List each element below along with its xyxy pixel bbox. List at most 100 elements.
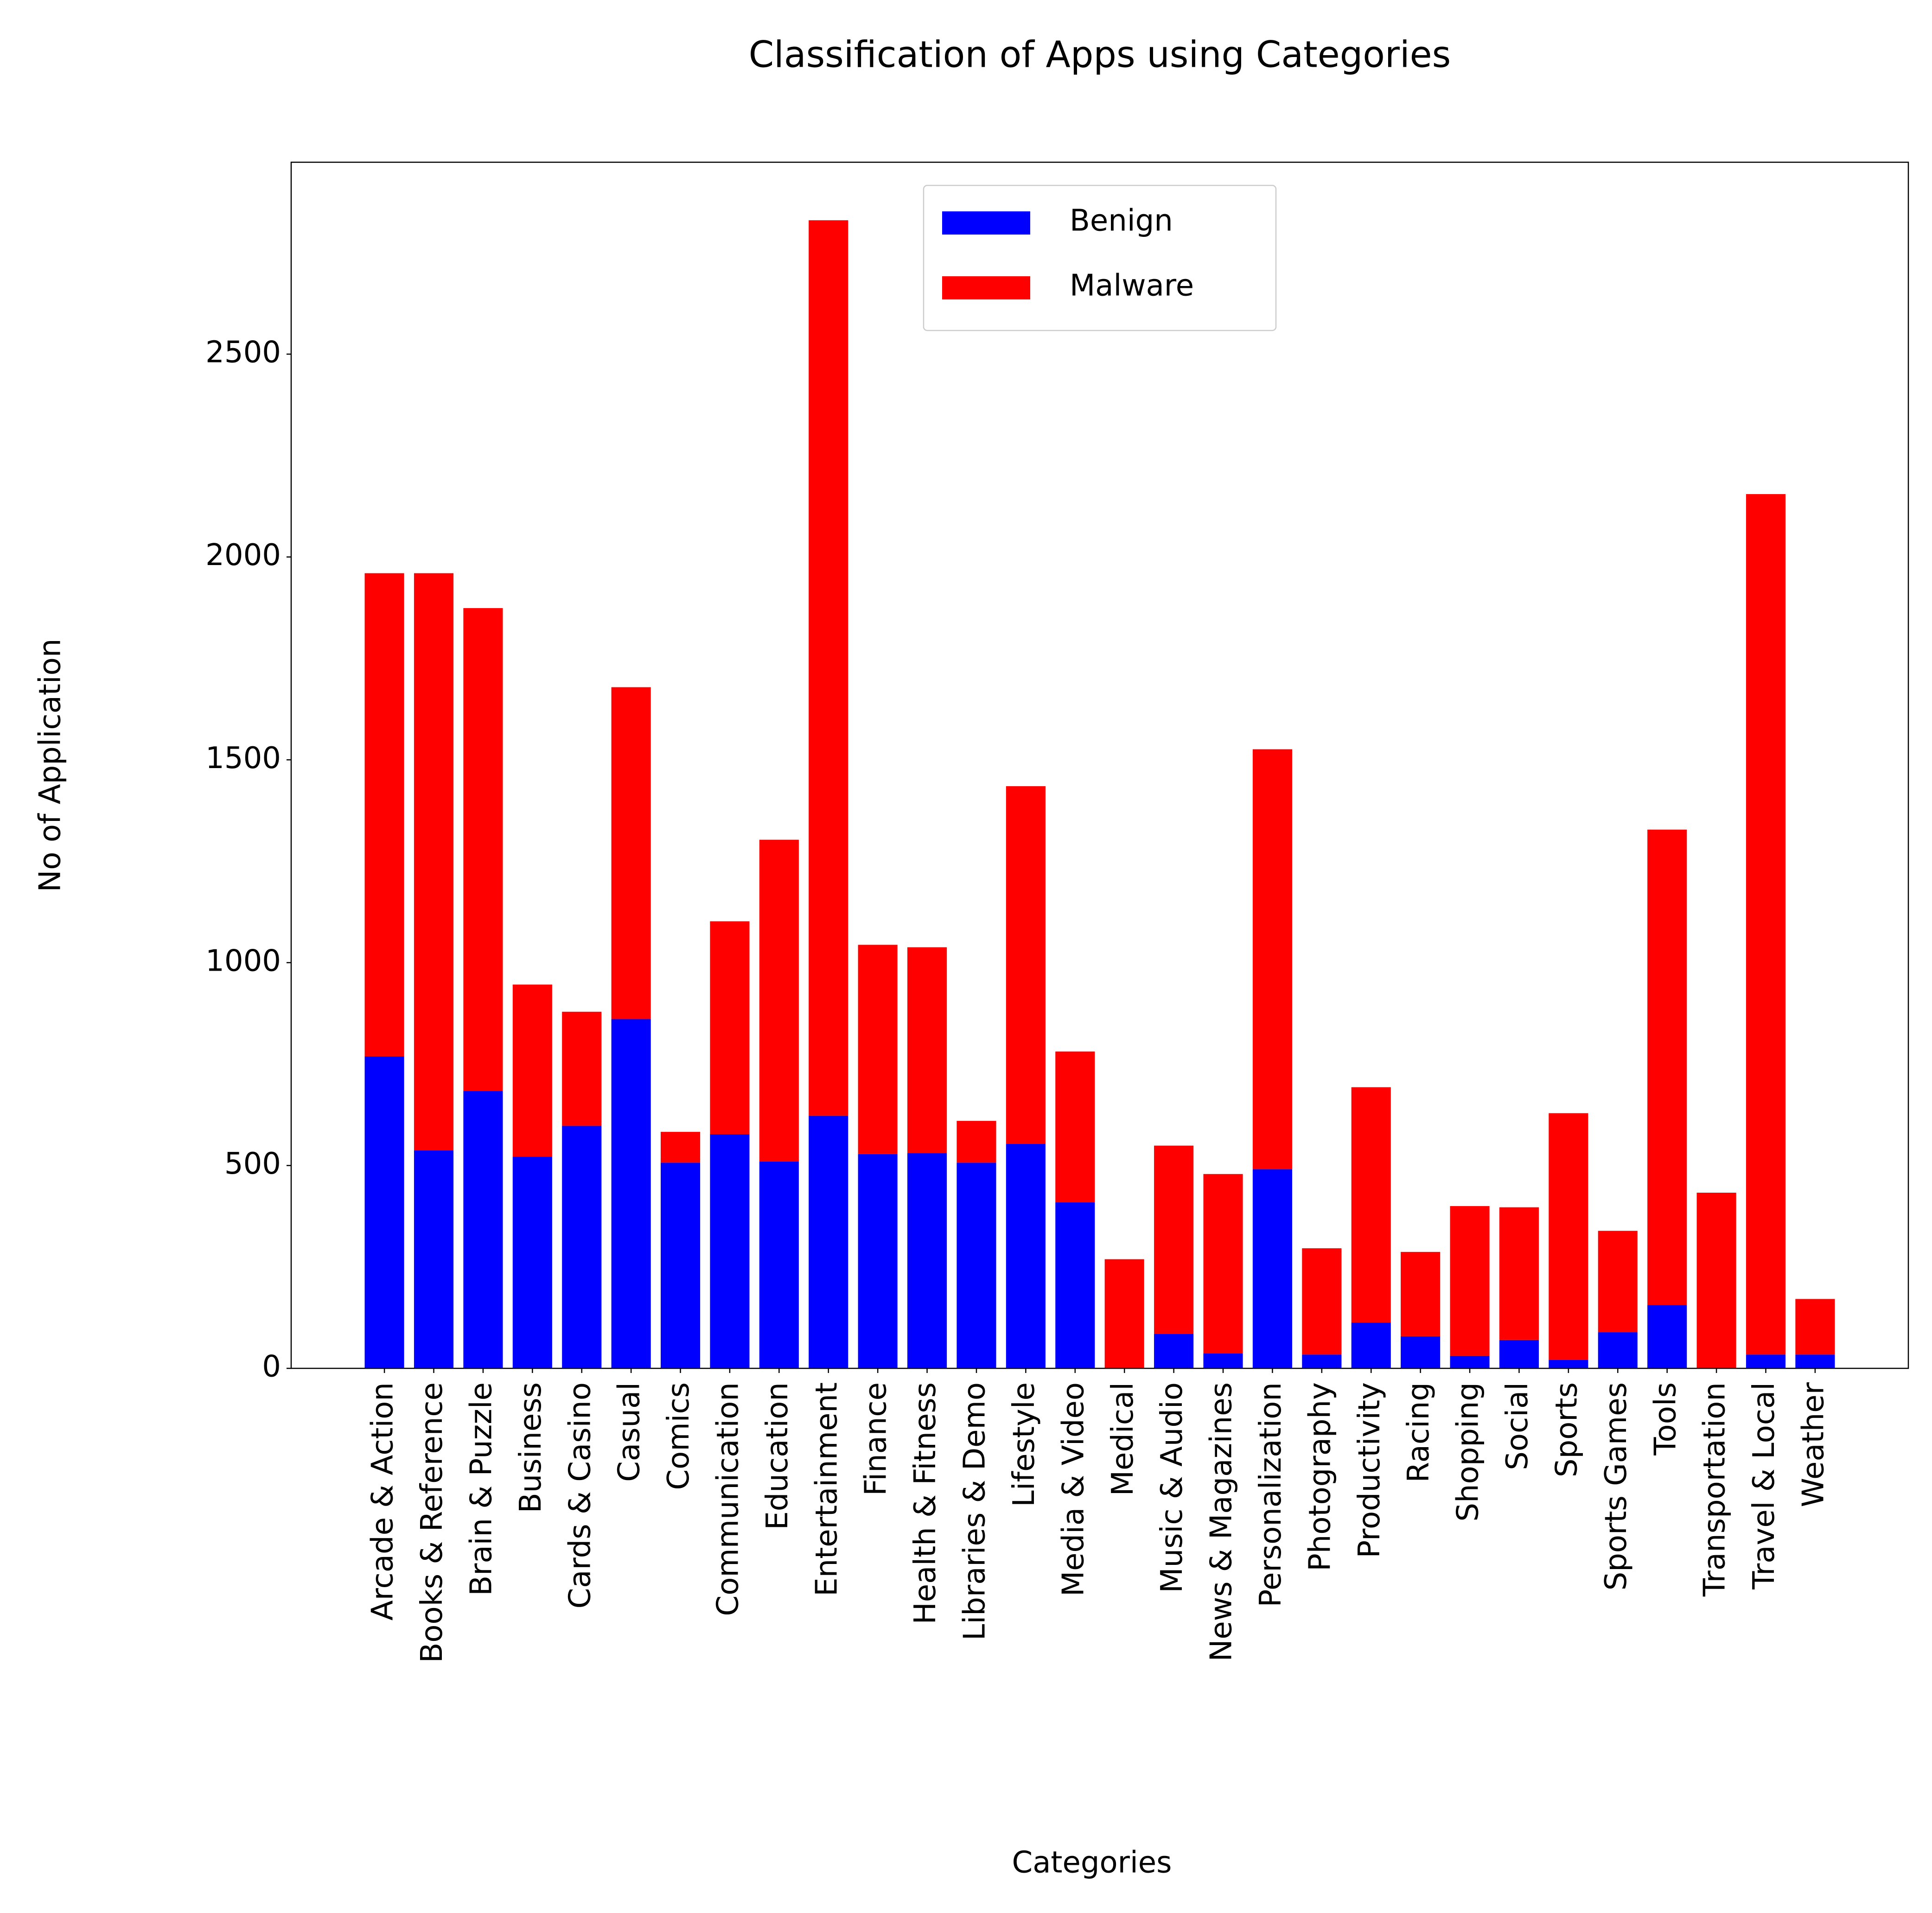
x-tick-label: Sports Games [1599, 1382, 1633, 1590]
bar [1549, 1360, 1588, 1368]
bar [907, 947, 947, 1153]
x-tick-label: Casual [612, 1382, 647, 1482]
bar [1104, 1259, 1144, 1368]
bar [660, 1163, 701, 1368]
y-tick-label: 0 [262, 1350, 281, 1384]
bar [1252, 1169, 1292, 1368]
x-tick-label: Personalization [1254, 1382, 1288, 1607]
bar [1154, 1145, 1194, 1334]
x-tick-label: Shopping [1451, 1382, 1486, 1522]
bar [1696, 1193, 1736, 1368]
bar [1499, 1340, 1539, 1368]
bar [512, 1157, 552, 1368]
legend-swatch [942, 211, 1030, 235]
x-tick-label: News & Magazines [1205, 1382, 1239, 1661]
bar [907, 1153, 947, 1368]
y-tick-label: 2500 [205, 336, 281, 370]
x-tick-label: Books & Reference [415, 1382, 449, 1663]
x-tick-label: Lifestyle [1007, 1382, 1041, 1507]
bar [956, 1121, 996, 1163]
x-tick-label: Tools [1648, 1382, 1683, 1456]
x-tick-label: Education [760, 1382, 795, 1530]
bar [1252, 749, 1292, 1169]
bar [512, 985, 552, 1157]
bar [1450, 1206, 1490, 1356]
bar [1203, 1353, 1243, 1368]
bar [759, 839, 799, 1162]
bar [1302, 1354, 1342, 1368]
bar [1647, 829, 1687, 1305]
bar [1351, 1087, 1391, 1323]
bar [562, 1125, 602, 1368]
bar [1795, 1299, 1835, 1355]
bar [1450, 1355, 1490, 1368]
bar [364, 573, 404, 1056]
x-tick-label: Communication [711, 1382, 746, 1616]
x-tick-label: Brain & Puzzle [464, 1382, 498, 1596]
x-tick-label: Arcade & Action [366, 1382, 400, 1621]
bar [414, 573, 454, 1151]
x-tick-label: Business [514, 1382, 548, 1513]
bar [364, 1056, 404, 1368]
bar [1401, 1336, 1441, 1368]
bar [858, 1154, 898, 1368]
x-tick-label: Finance [859, 1382, 893, 1496]
x-tick-label: Weather [1796, 1382, 1830, 1507]
legend-swatch [942, 276, 1030, 299]
y-tick-label: 500 [224, 1147, 281, 1181]
x-tick-label: Social [1500, 1382, 1535, 1470]
bar [809, 220, 848, 1116]
x-tick-label: Photography [1303, 1382, 1337, 1571]
bar [1055, 1202, 1095, 1368]
bar [1598, 1231, 1638, 1333]
bar [463, 1091, 503, 1368]
plot-frame [290, 161, 1909, 1369]
legend-label: Malware [1070, 269, 1194, 303]
bar [1746, 494, 1786, 1355]
y-tick-label: 1000 [205, 944, 281, 978]
x-tick-label: Sports [1549, 1382, 1584, 1477]
bar [1006, 1144, 1046, 1368]
bar [414, 1150, 454, 1368]
bar [1055, 1051, 1095, 1203]
y-tick-label: 2000 [205, 538, 281, 572]
bar [1351, 1322, 1391, 1368]
bar [1549, 1113, 1588, 1360]
bar [710, 921, 750, 1135]
bar [1647, 1305, 1687, 1368]
bar [809, 1115, 848, 1368]
bar [858, 945, 898, 1154]
bar [1795, 1354, 1835, 1368]
bar [611, 1019, 651, 1368]
legend: Benign Malware [923, 184, 1277, 331]
x-tick-label: Racing [1402, 1382, 1436, 1482]
x-tick-label: Productivity [1352, 1382, 1387, 1558]
x-tick-label: Cards & Casino [563, 1382, 597, 1608]
x-tick-label: Health & Fitness [908, 1382, 943, 1624]
bar [1598, 1332, 1638, 1368]
legend-label: Benign [1070, 204, 1173, 238]
x-tick-label: Entertainment [810, 1382, 844, 1596]
bar [956, 1163, 996, 1368]
x-tick-label: Media & Video [1056, 1382, 1090, 1596]
chart-title: Classification of Apps using Categories [749, 34, 1451, 76]
bar [611, 687, 651, 1019]
x-tick-label: Transportation [1698, 1382, 1732, 1597]
bar [1499, 1207, 1539, 1340]
bar [710, 1134, 750, 1368]
bar [660, 1131, 701, 1163]
x-tick-label: Libraries & Demo [958, 1382, 992, 1640]
x-tick-label: Medical [1106, 1382, 1140, 1496]
x-tick-label: Comics [662, 1382, 696, 1490]
bar [562, 1011, 602, 1126]
bar [1203, 1174, 1243, 1354]
bar [463, 608, 503, 1091]
bar [1154, 1334, 1194, 1368]
bar [1006, 786, 1046, 1144]
y-axis-label: No of Application [33, 639, 68, 892]
bar [1401, 1252, 1441, 1336]
y-tick-label: 1500 [205, 741, 281, 775]
bar [1746, 1354, 1786, 1368]
bar [1302, 1248, 1342, 1355]
x-axis-label: Categories [1012, 1846, 1172, 1880]
